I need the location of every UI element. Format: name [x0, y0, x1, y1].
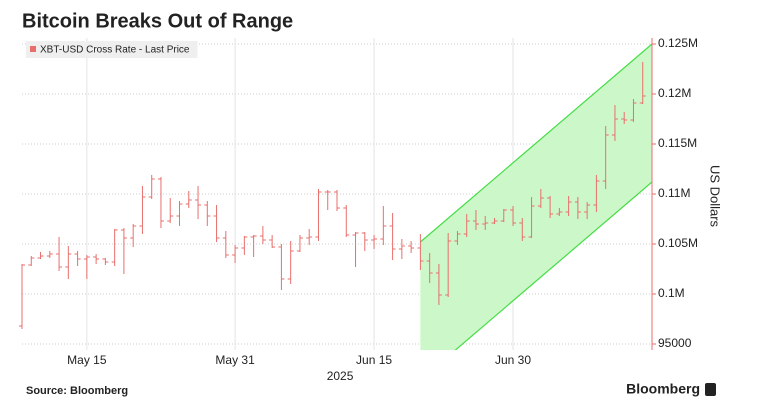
- x-axis-title: 2025: [327, 369, 354, 383]
- channel-fill: [420, 44, 652, 350]
- chart-title: Bitcoin Breaks Out of Range: [22, 10, 293, 32]
- y-tick-label: 0.12M: [658, 86, 691, 100]
- y-tick-label: 0.1M: [658, 286, 685, 300]
- x-tick-label: May 31: [215, 353, 255, 367]
- channel-line: [454, 181, 652, 350]
- y-tick-label: 0.125M: [658, 36, 698, 50]
- source: Source: Bloomberg: [26, 385, 128, 397]
- x-tick-label: Jun 15: [356, 353, 392, 367]
- x-tick-label: May 15: [67, 353, 107, 367]
- y-tick-label: 0.105M: [658, 236, 698, 250]
- y-tick-label: 0.115M: [658, 136, 697, 150]
- y-tick-label: 0.11M: [658, 186, 690, 200]
- brand: Bloomberg: [626, 381, 700, 397]
- y-axis-title: US Dollars: [708, 165, 723, 228]
- legend-box: [26, 41, 198, 58]
- x-tick-label: Jun 30: [495, 353, 531, 367]
- y-tick-label: 95000: [658, 336, 692, 350]
- legend-swatch: [30, 46, 36, 52]
- channel-line: [419, 43, 652, 243]
- legend-label: XBT-USD Cross Rate - Last Price: [40, 45, 190, 56]
- brand-icon: [705, 383, 716, 396]
